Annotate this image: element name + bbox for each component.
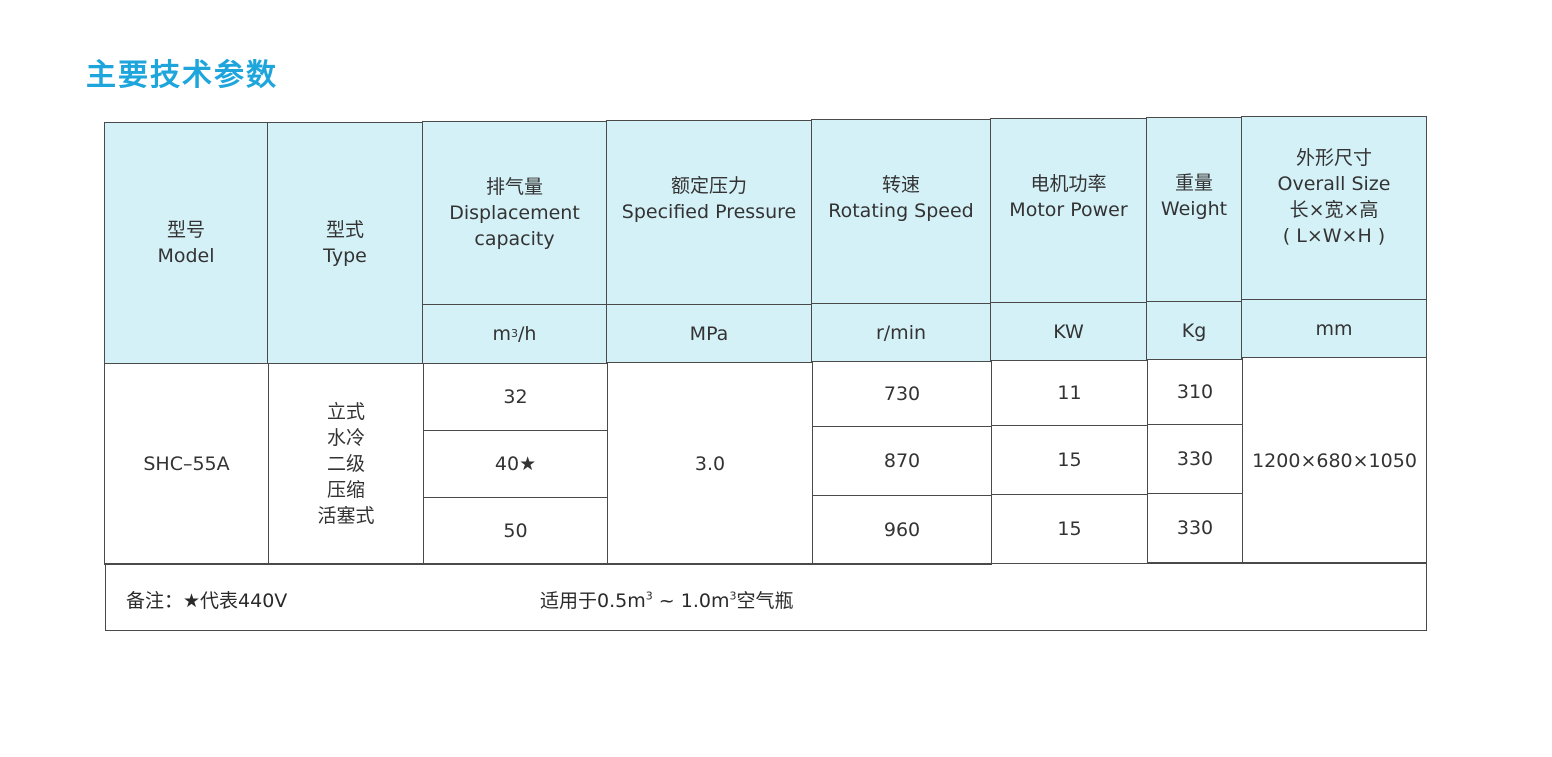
usage-text: 适用于0.5m xyxy=(540,590,646,612)
header-text: 长×宽×高 xyxy=(1289,199,1379,221)
header-text: 转速 xyxy=(881,174,920,196)
usage-text: ~ 1.0m xyxy=(652,590,730,612)
usage-sup: 3 xyxy=(729,589,737,603)
unit-text: m xyxy=(492,323,512,345)
cell-power: 15 xyxy=(991,494,1148,564)
header-text: Weight xyxy=(1160,198,1228,220)
type-line: 立式 xyxy=(326,401,365,423)
footer-note: 备注：★代表440V xyxy=(126,590,288,612)
unit-pressure: MPa xyxy=(606,304,812,363)
type-line: 水冷 xyxy=(326,427,365,449)
header-text: 电机功率 xyxy=(1030,173,1107,195)
unit-size: mm xyxy=(1241,299,1427,358)
header-model: 型号 Model xyxy=(104,122,268,364)
header-text: Rotating Speed xyxy=(828,200,974,222)
usage-text: 空气瓶 xyxy=(736,590,794,612)
header-size: 外形尺寸 Overall Size 长×宽×高 ( L×W×H ) xyxy=(1241,116,1427,300)
page-title: 主要技术参数 xyxy=(86,58,278,93)
type-line: 压缩 xyxy=(326,479,365,501)
unit-speed: r/min xyxy=(811,303,991,362)
header-text: Model xyxy=(157,245,215,267)
header-text: Overall Size xyxy=(1277,173,1391,195)
unit-weight: Kg xyxy=(1146,301,1242,360)
cell-speed: 960 xyxy=(812,495,992,565)
cell-type: 立式水冷二级压缩活塞式 xyxy=(268,363,424,565)
header-text: capacity xyxy=(474,228,555,250)
unit-displacement: m 3/h xyxy=(422,304,607,364)
header-power: 电机功率 Motor Power xyxy=(990,118,1147,303)
header-text: 型式 xyxy=(325,219,364,241)
cell-displacement: 50 xyxy=(423,497,608,565)
cell-model: SHC–55A xyxy=(104,363,269,565)
header-text: 型号 xyxy=(166,219,205,241)
cell-weight: 310 xyxy=(1147,359,1243,425)
cell-speed: 730 xyxy=(812,361,992,427)
header-type: 型式 Type xyxy=(267,122,423,364)
header-pressure: 额定压力 Specified Pressure xyxy=(606,120,812,305)
type-line: 活塞式 xyxy=(317,505,375,527)
unit-power: KW xyxy=(990,302,1147,361)
cell-speed: 870 xyxy=(812,426,992,496)
cell-weight: 330 xyxy=(1147,424,1243,494)
type-line: 二级 xyxy=(326,453,365,475)
header-text: Type xyxy=(323,245,367,267)
header-displacement: 排气量 Displacement capacity xyxy=(422,121,607,305)
header-speed: 转速 Rotating Speed xyxy=(811,119,991,304)
header-text: ( L×W×H ) xyxy=(1282,225,1386,247)
cell-weight: 330 xyxy=(1147,493,1243,563)
unit-sup: 3 xyxy=(511,327,519,340)
header-text: Displacement xyxy=(449,202,580,224)
unit-text: /h xyxy=(518,323,537,345)
header-text: 排气量 xyxy=(485,176,543,198)
usage-sup: 3 xyxy=(645,589,653,603)
table-footer: 备注：★代表440V 适用于0.5m3 ~ 1.0m3空气瓶 xyxy=(105,563,1427,631)
header-text: 额定压力 xyxy=(670,175,747,197)
header-text: Motor Power xyxy=(1009,199,1128,221)
cell-displacement: 40★ xyxy=(423,430,608,498)
cell-displacement: 32 xyxy=(423,363,608,431)
cell-power: 11 xyxy=(991,360,1148,426)
header-text: Specified Pressure xyxy=(621,201,797,223)
header-weight: 重量 Weight xyxy=(1146,117,1242,302)
header-text: 重量 xyxy=(1174,172,1213,194)
header-text: 外形尺寸 xyxy=(1295,147,1372,169)
footer-usage: 适用于0.5m3 ~ 1.0m3空气瓶 xyxy=(540,586,793,613)
cell-pressure: 3.0 xyxy=(607,362,813,565)
cell-size: 1200×680×1050 xyxy=(1242,357,1427,563)
cell-power: 15 xyxy=(991,425,1148,495)
